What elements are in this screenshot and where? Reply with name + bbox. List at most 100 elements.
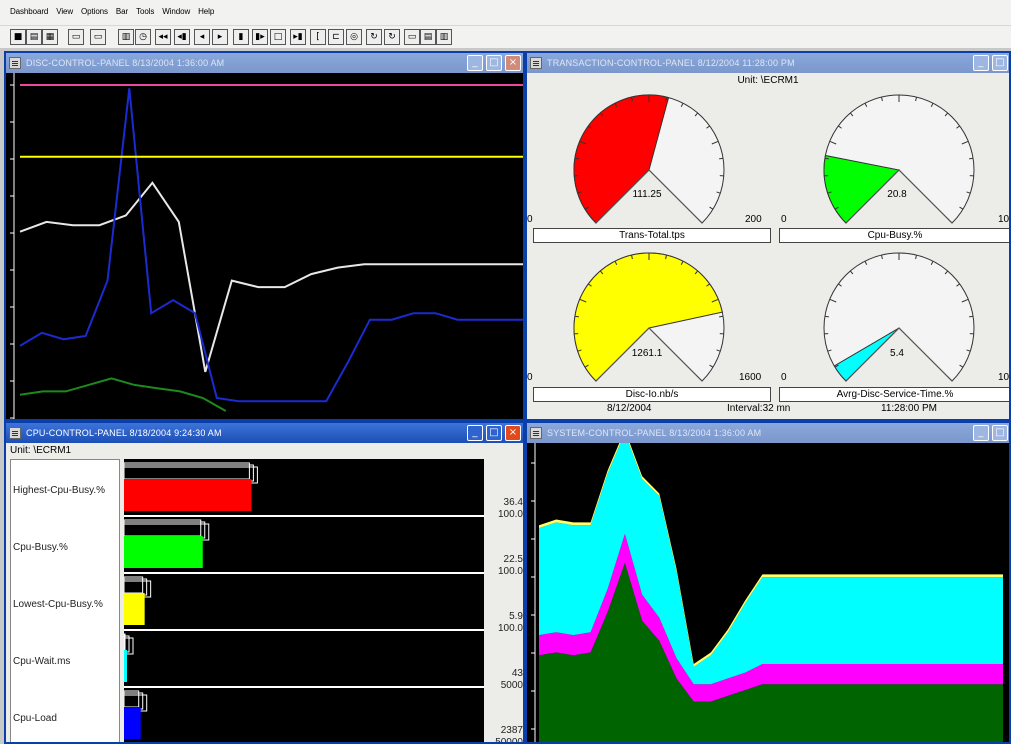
tile-horizontal-icon[interactable]: ▭ bbox=[404, 29, 420, 45]
play-icon[interactable]: ▸ bbox=[212, 29, 228, 45]
maximize-button[interactable]: □ bbox=[486, 425, 502, 441]
gauge-tick bbox=[956, 283, 960, 287]
gauge-tick bbox=[579, 140, 587, 145]
bracket-chart-icon[interactable]: ⊏ bbox=[328, 29, 344, 45]
toolbar: ■ ▤ ▦ ▭ ▭ ▥ ◷ ◂◂ ◂▮ ◂ ▸ ▮ ▮▸ □ ▸▮[⊏ ◎ ↻ ↻ ▭ ▤ ▥ bbox=[0, 26, 1011, 48]
cpu-bar-chart bbox=[124, 459, 484, 742]
gauge-min: 0 bbox=[527, 372, 533, 383]
close-button[interactable]: × bbox=[505, 425, 521, 441]
menu-item-dashboard[interactable]: Dashboard bbox=[10, 7, 49, 16]
gauge-tick bbox=[588, 283, 592, 287]
menu-item-bar[interactable]: Bar bbox=[115, 7, 129, 16]
cpu-control-panel-window[interactable]: CPU-CONTROL-PANEL 8/18/2004 9:24:30 AM _… bbox=[4, 421, 525, 744]
pause-icon[interactable]: ▮ bbox=[233, 29, 249, 45]
gauge-value: 111.25 bbox=[632, 189, 662, 200]
refresh-color-icon[interactable]: ↻ bbox=[384, 29, 400, 45]
gauge-tick bbox=[577, 349, 582, 352]
gauge-tick bbox=[706, 283, 710, 287]
copy-icon[interactable]: ▦ bbox=[42, 29, 58, 45]
save-icon[interactable]: ■ bbox=[10, 29, 26, 45]
clock-icon[interactable]: ◷ bbox=[135, 29, 151, 45]
gauge-value: 5.4 bbox=[890, 348, 904, 359]
disc-panel-titlebar[interactable]: DISC-CONTROL-PANEL 8/13/2004 1:36:00 AM … bbox=[6, 53, 523, 73]
disc-control-panel-window[interactable]: DISC-CONTROL-PANEL 8/13/2004 1:36:00 AM … bbox=[4, 51, 525, 421]
gauge-value: 1261.1 bbox=[631, 348, 663, 359]
close-button[interactable]: × bbox=[505, 55, 521, 71]
gauge-tick bbox=[709, 364, 714, 368]
bracket-left-icon[interactable]: [ bbox=[310, 29, 326, 45]
gauge-tick bbox=[709, 206, 714, 210]
menu-item-tools[interactable]: Tools bbox=[136, 7, 155, 16]
gauge-tick bbox=[959, 364, 964, 368]
bar-lowest-cpu-busy- bbox=[124, 593, 145, 625]
step-forward-icon[interactable]: ▮▸ bbox=[252, 29, 268, 45]
gauge-min: 0 bbox=[527, 214, 533, 225]
gauge-tick bbox=[614, 102, 618, 107]
gauge-tick bbox=[959, 206, 964, 210]
gauge-tick bbox=[969, 315, 974, 318]
gauge-panel bbox=[573, 94, 975, 382]
transaction-control-panel-window[interactable]: TRANSACTION-CONTROL-PANEL 8/12/2004 11:2… bbox=[525, 51, 1011, 421]
bar-value: 36.4 bbox=[503, 497, 523, 508]
gauge-fill bbox=[823, 154, 901, 224]
gauge-base bbox=[595, 169, 703, 224]
gauge-tick bbox=[665, 254, 667, 260]
layout-b-icon[interactable]: ▭ bbox=[90, 29, 106, 45]
panel-icon bbox=[530, 57, 542, 69]
system-control-panel-window[interactable]: SYSTEM-CONTROL-PANEL 8/13/2004 1:36:00 A… bbox=[525, 421, 1011, 744]
refresh-icon[interactable]: ↻ bbox=[366, 29, 382, 45]
minimize-button[interactable]: _ bbox=[467, 55, 483, 71]
gauge-tick bbox=[599, 270, 604, 275]
cpu-value-column: 36.4 100.0 22.5 100.0 5.9 100.0 43 5000 … bbox=[484, 459, 523, 742]
menu-item-help[interactable]: Help bbox=[198, 7, 215, 16]
gauge-tick bbox=[680, 102, 684, 107]
back-icon[interactable]: ◂ bbox=[194, 29, 210, 45]
tile-vertical-icon[interactable]: ▥ bbox=[436, 29, 452, 45]
bar-value: 22.5 bbox=[503, 554, 523, 565]
gauge-tick bbox=[716, 349, 721, 352]
gauge-max: 1600 bbox=[739, 372, 762, 383]
step-back-icon[interactable]: ◂▮ bbox=[174, 29, 190, 45]
gauge-tick bbox=[694, 112, 699, 117]
bar-max: 100.0 bbox=[497, 566, 523, 577]
gauge-label-disc-service: Avrg-Disc-Service-Time.% bbox=[779, 387, 1009, 402]
gauge-tick bbox=[711, 140, 719, 145]
gauge-tick bbox=[838, 283, 842, 287]
stop-icon[interactable]: □ bbox=[270, 29, 286, 45]
gauge-tick bbox=[631, 254, 633, 260]
menu-item-window[interactable]: Window bbox=[162, 7, 191, 16]
minimize-button[interactable]: _ bbox=[973, 55, 989, 71]
transaction-panel-titlebar[interactable]: TRANSACTION-CONTROL-PANEL 8/12/2004 11:2… bbox=[527, 53, 1009, 73]
tile-stack-icon[interactable]: ▤ bbox=[420, 29, 436, 45]
maximize-button[interactable]: □ bbox=[486, 55, 502, 71]
disc-panel-title: DISC-CONTROL-PANEL 8/13/2004 1:36:00 AM bbox=[26, 58, 225, 68]
gauge-base bbox=[845, 169, 953, 224]
maximize-button[interactable]: □ bbox=[992, 425, 1008, 441]
minimize-button[interactable]: _ bbox=[467, 425, 483, 441]
rewind-icon[interactable]: ◂◂ bbox=[155, 29, 171, 45]
print-icon[interactable]: ▤ bbox=[26, 29, 42, 45]
end-icon[interactable]: ▸▮ bbox=[290, 29, 306, 45]
gauge-fill bbox=[573, 94, 670, 224]
gauge-tick bbox=[599, 112, 604, 117]
chart-icon[interactable]: ▥ bbox=[118, 29, 134, 45]
menu-item-options[interactable]: Options bbox=[81, 7, 108, 16]
cpu-panel-titlebar[interactable]: CPU-CONTROL-PANEL 8/18/2004 9:24:30 AM _… bbox=[6, 423, 523, 443]
bar-label: Cpu-Load bbox=[13, 713, 57, 724]
gauge-label-cpu-busy: Cpu-Busy.% bbox=[779, 228, 1009, 243]
gauge-tick bbox=[961, 140, 969, 145]
gauge-max: 10 bbox=[998, 214, 1010, 225]
gauge-tick bbox=[694, 270, 699, 275]
unit-label: Unit: \ECRM1 bbox=[10, 445, 72, 456]
gauge-tick bbox=[834, 206, 839, 210]
menu-item-view[interactable]: View bbox=[56, 7, 74, 16]
layout-a-icon[interactable]: ▭ bbox=[68, 29, 84, 45]
maximize-button[interactable]: □ bbox=[992, 55, 1008, 71]
minimize-button[interactable]: _ bbox=[973, 425, 989, 441]
bar-cpu-load bbox=[124, 707, 141, 739]
gauge-tick bbox=[864, 102, 868, 107]
system-panel-titlebar[interactable]: SYSTEM-CONTROL-PANEL 8/13/2004 1:36:00 A… bbox=[527, 423, 1009, 443]
bar-value: 2387 bbox=[500, 725, 523, 736]
target-icon[interactable]: ◎ bbox=[346, 29, 362, 45]
bar-value: 5.9 bbox=[509, 611, 523, 622]
